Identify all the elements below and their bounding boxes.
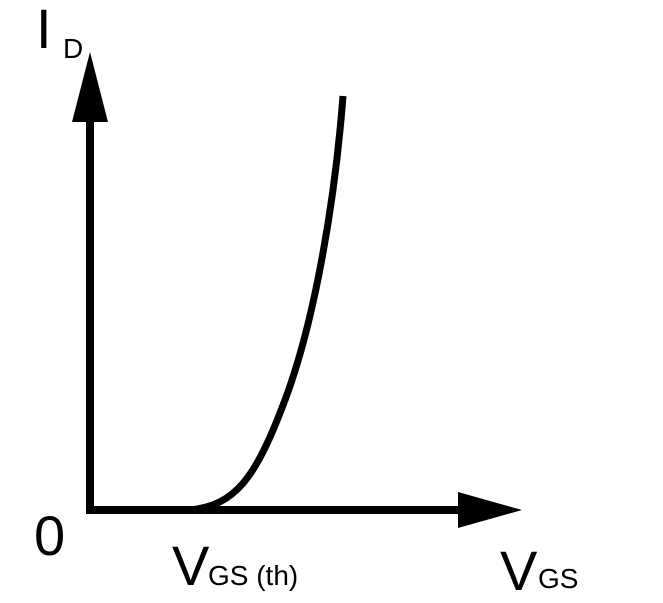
transfer-curve xyxy=(189,95,347,514)
threshold-subscript: GS (th) xyxy=(208,560,298,591)
y-axis-subscript: D xyxy=(63,33,83,64)
threshold-label: V xyxy=(172,534,210,597)
x-axis-subscript: GS xyxy=(538,563,578,594)
x-axis-arrow xyxy=(458,492,522,528)
origin-label: 0 xyxy=(34,504,65,567)
y-axis-arrow xyxy=(72,52,108,122)
x-axis-label: V xyxy=(500,539,538,602)
y-axis-label: I xyxy=(36,0,52,60)
